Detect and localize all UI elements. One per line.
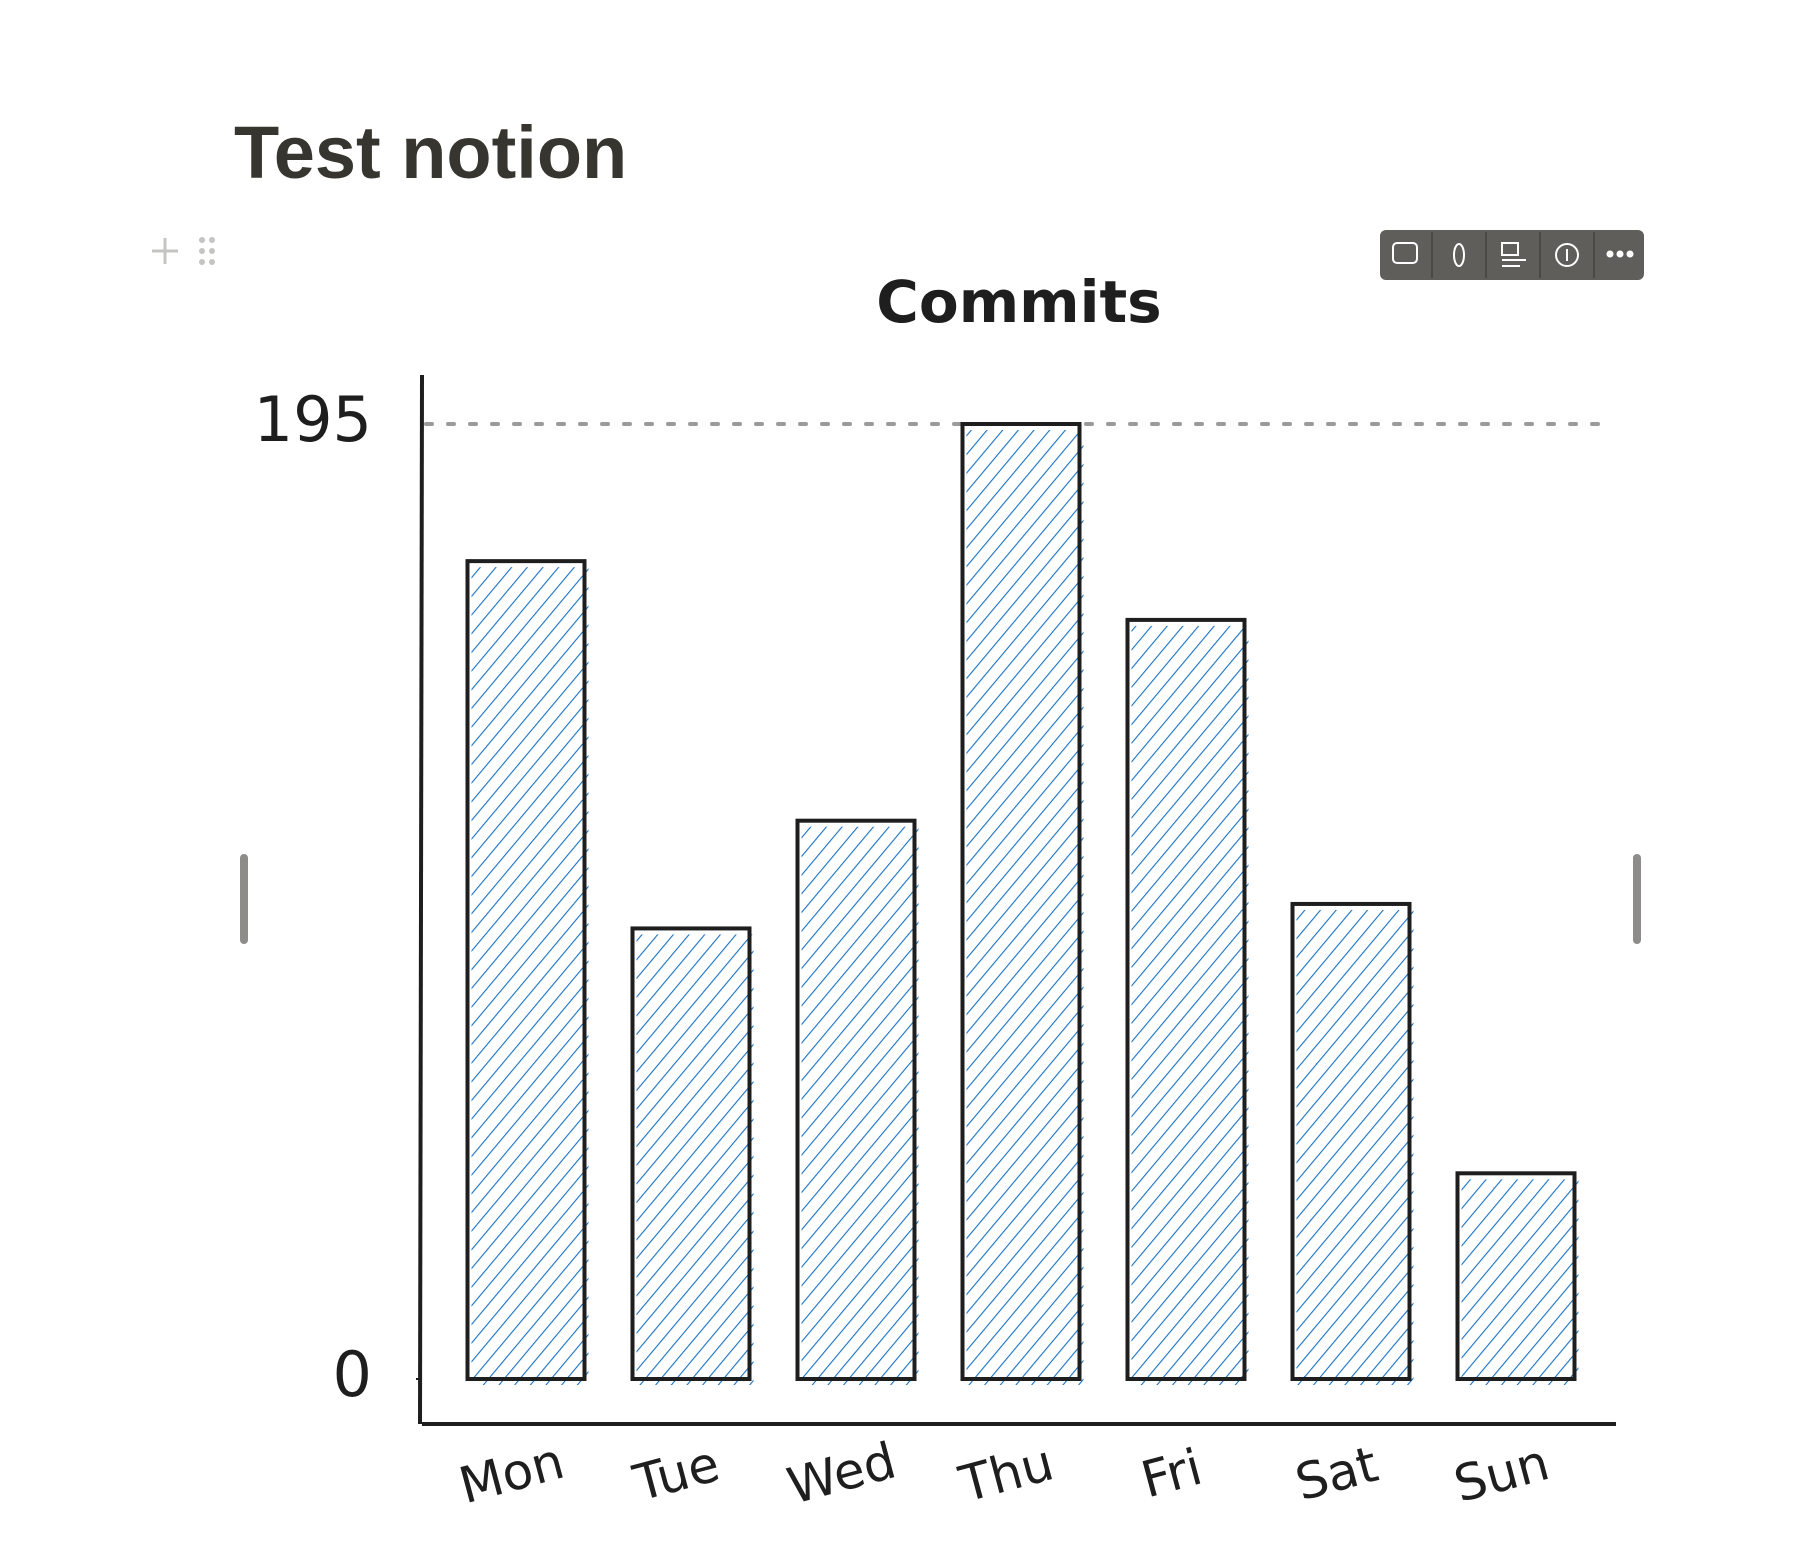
x-tick-label: Tue [627, 1435, 725, 1513]
bar-hatch [1296, 909, 1414, 1385]
resize-handle-right[interactable] [1633, 854, 1641, 944]
x-tick-label: Thu [953, 1433, 1060, 1514]
bar [465, 559, 587, 1381]
link-button[interactable] [1453, 243, 1465, 267]
x-tick-label: Sat [1289, 1435, 1383, 1512]
bar-hatch [636, 934, 754, 1385]
block-handle[interactable] [152, 238, 178, 264]
bar-hatch [1131, 625, 1249, 1385]
block-toolbar [1380, 230, 1644, 280]
bar [1290, 901, 1412, 1381]
x-tick-label: Fri [1135, 1438, 1208, 1509]
download-button[interactable] [1555, 243, 1579, 267]
bar-hatch [801, 826, 919, 1385]
x-tick-label: Mon [453, 1432, 570, 1515]
comment-button[interactable] [1392, 242, 1418, 264]
more-button[interactable] [1606, 250, 1634, 258]
bar-hatch [966, 430, 1084, 1385]
page-title: Test notion [234, 111, 627, 194]
chart-title: Commits [876, 268, 1161, 336]
x-tick-label: Sun [1448, 1433, 1555, 1514]
y-tick-label: 195 [254, 383, 372, 456]
bar-hatch [471, 567, 589, 1385]
resize-handle-left[interactable] [240, 854, 248, 944]
bar [1125, 617, 1247, 1381]
x-tick-label: Wed [781, 1431, 901, 1515]
y-tick-label: 0 [333, 1338, 372, 1411]
drag-handle[interactable] [199, 237, 215, 265]
bar-hatch [1461, 1179, 1579, 1385]
bar [1455, 1171, 1577, 1382]
bar [960, 422, 1082, 1381]
y-axis [418, 374, 424, 1425]
caption-button[interactable] [1501, 242, 1526, 267]
bar [795, 818, 917, 1381]
bar [630, 926, 752, 1382]
